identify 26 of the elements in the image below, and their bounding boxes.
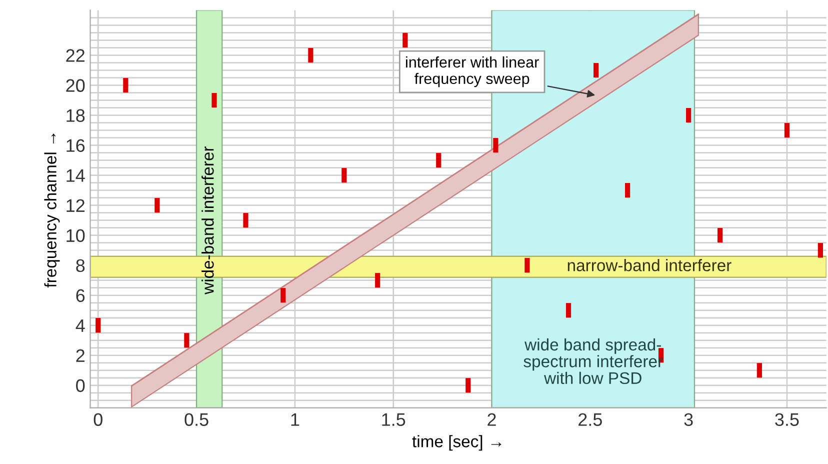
annotation: interferer with linear frequency sweep xyxy=(406,56,539,88)
y-tick-label: 12 xyxy=(66,199,84,212)
x-tick-label: 1.5 xyxy=(382,413,406,426)
y-tick-label: 8 xyxy=(76,259,85,272)
x-tick-label: 0 xyxy=(94,413,102,426)
band-label: narrow-band interferer xyxy=(568,259,732,272)
y-tick-label: 6 xyxy=(76,289,85,302)
band-label: wide band spread- spectrum interferer with low PSD xyxy=(524,338,663,384)
y-tick-label: 10 xyxy=(66,229,85,242)
x-axis-title: time [sec] → xyxy=(412,435,502,451)
x-tick-label: 3.5 xyxy=(775,413,799,426)
x-tick-label: 1 xyxy=(291,413,300,426)
x-tick-label: 3 xyxy=(684,413,693,426)
x-tick-label: 0.5 xyxy=(184,413,208,426)
y-tick-label: 2 xyxy=(76,349,84,362)
y-tick-label: 22 xyxy=(66,49,84,62)
band-label: wide-band interferer xyxy=(202,146,214,294)
y-tick-label: 4 xyxy=(76,319,85,332)
y-tick-label: 18 xyxy=(66,109,85,122)
y-tick-label: 16 xyxy=(66,139,85,152)
y-tick-label: 0 xyxy=(76,379,85,392)
y-axis-title: frequency channel → xyxy=(44,134,60,288)
x-tick-label: 2 xyxy=(488,413,496,426)
x-tick-label: 2.5 xyxy=(578,413,602,426)
y-tick-label: 14 xyxy=(66,169,85,182)
y-tick-label: 20 xyxy=(66,79,85,92)
